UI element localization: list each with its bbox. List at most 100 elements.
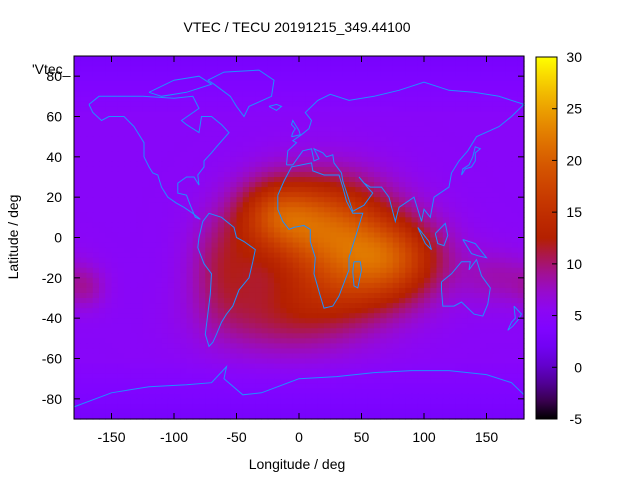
- heatmap-cell: [299, 187, 306, 193]
- heatmap-cell: [280, 116, 288, 123]
- heatmap-cell: [392, 323, 400, 329]
- heatmap-cell: [486, 141, 494, 148]
- heatmap-cell: [80, 373, 88, 380]
- heatmap-cell: [455, 227, 463, 234]
- heatmap-cell: [230, 378, 238, 385]
- heatmap-cell: [449, 287, 456, 294]
- heatmap-cell: [480, 71, 488, 77]
- heatmap-cell: [336, 71, 344, 77]
- heatmap-cell: [342, 182, 350, 188]
- heatmap-cell: [355, 126, 363, 133]
- heatmap-cell: [505, 56, 513, 62]
- heatmap-cell: [186, 101, 194, 108]
- heatmap-cell: [105, 161, 113, 168]
- heatmap-cell: [161, 217, 169, 223]
- heatmap-cell: [324, 358, 331, 365]
- heatmap-cell: [411, 111, 419, 118]
- heatmap-cell: [505, 91, 513, 97]
- heatmap-cell: [242, 222, 250, 229]
- heatmap-cell: [486, 161, 494, 168]
- heatmap-cell: [255, 373, 263, 380]
- heatmap-cell: [217, 272, 225, 279]
- heatmap-cell: [317, 303, 325, 309]
- heatmap-cell: [267, 136, 275, 143]
- heatmap-cell: [311, 202, 319, 208]
- heatmap-cell: [305, 393, 313, 400]
- heatmap-cell: [111, 393, 119, 400]
- heatmap-cell: [217, 237, 225, 244]
- heatmap-cell: [474, 257, 481, 264]
- heatmap-cell: [361, 348, 369, 355]
- heatmap-cell: [386, 292, 394, 299]
- heatmap-cell: [124, 96, 131, 102]
- heatmap-cell: [142, 66, 150, 72]
- heatmap-cell: [267, 101, 275, 108]
- heatmap-cell: [317, 146, 325, 153]
- heatmap-cell: [311, 237, 319, 244]
- heatmap-cell: [142, 287, 150, 294]
- heatmap-cell: [405, 308, 413, 314]
- heatmap-cell: [249, 262, 256, 269]
- heatmap-cell: [430, 217, 438, 223]
- heatmap-cell: [436, 378, 444, 385]
- heatmap-cell: [92, 363, 100, 370]
- heatmap-cell: [217, 101, 225, 108]
- heatmap-cell: [155, 161, 163, 168]
- heatmap-cell: [374, 66, 381, 72]
- heatmap-cell: [180, 403, 188, 410]
- heatmap-cell: [80, 353, 88, 360]
- heatmap-cell: [74, 292, 81, 299]
- heatmap-cell: [149, 242, 156, 249]
- heatmap-cell: [305, 237, 313, 244]
- heatmap-cell: [386, 313, 394, 319]
- heatmap-cell: [267, 358, 275, 365]
- heatmap-cell: [74, 277, 81, 284]
- heatmap-cell: [436, 333, 444, 339]
- heatmap-cell: [167, 177, 175, 183]
- heatmap-cell: [161, 292, 169, 299]
- heatmap-cell: [261, 338, 269, 344]
- heatmap-cell: [249, 383, 256, 390]
- heatmap-cell: [361, 287, 369, 294]
- heatmap-cell: [355, 343, 363, 350]
- heatmap-cell: [442, 151, 450, 158]
- heatmap-cell: [324, 383, 331, 390]
- heatmap-cell: [155, 217, 163, 223]
- heatmap-cell: [224, 298, 231, 304]
- heatmap-cell: [411, 303, 419, 309]
- heatmap-cell: [255, 383, 263, 390]
- heatmap-cell: [505, 313, 513, 319]
- heatmap-cell: [149, 262, 156, 269]
- heatmap-cell: [255, 257, 263, 264]
- heatmap-cell: [442, 323, 450, 329]
- heatmap-cell: [299, 192, 306, 198]
- heatmap-cell: [255, 197, 263, 203]
- heatmap-cell: [186, 222, 194, 229]
- heatmap-cell: [242, 232, 250, 239]
- heatmap-cell: [424, 56, 431, 62]
- heatmap-cell: [180, 398, 188, 405]
- heatmap-cell: [242, 207, 250, 213]
- heatmap-cell: [249, 292, 256, 299]
- heatmap-cell: [511, 282, 519, 289]
- heatmap-cell: [286, 323, 294, 329]
- heatmap-cell: [436, 363, 444, 370]
- heatmap-cell: [111, 66, 119, 72]
- heatmap-cell: [186, 328, 194, 334]
- heatmap-cell: [511, 292, 519, 299]
- heatmap-cell: [399, 343, 406, 350]
- heatmap-cell: [267, 287, 275, 294]
- heatmap-cell: [186, 262, 194, 269]
- heatmap-cell: [511, 71, 519, 77]
- heatmap-cell: [405, 187, 413, 193]
- heatmap-cell: [149, 101, 156, 108]
- heatmap-cell: [205, 116, 213, 123]
- heatmap-cell: [161, 96, 169, 102]
- heatmap-cell: [299, 277, 306, 284]
- heatmap-cell: [467, 303, 475, 309]
- heatmap-cell: [111, 282, 119, 289]
- heatmap-cell: [461, 131, 469, 138]
- heatmap-cell: [430, 86, 438, 92]
- heatmap-cell: [192, 106, 200, 113]
- heatmap-cell: [286, 217, 294, 223]
